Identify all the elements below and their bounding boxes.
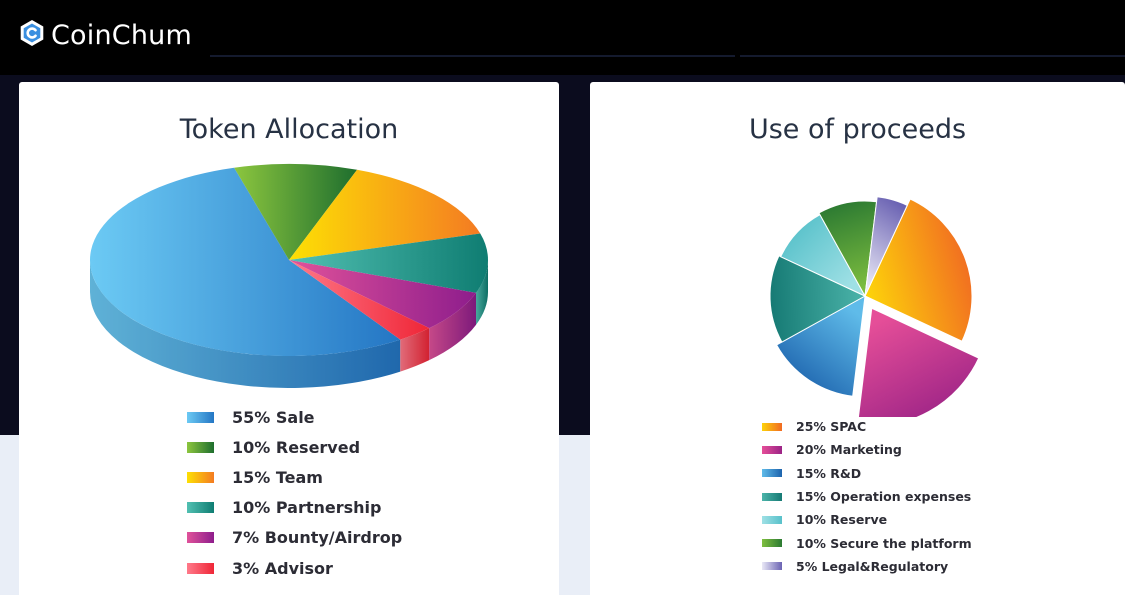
- legend-item: 20% Marketing: [762, 438, 972, 461]
- legend-item: 25% SPAC: [762, 415, 972, 438]
- pie-slice-10-reserved: [234, 164, 358, 260]
- token-allocation-pie-chart: [90, 164, 488, 388]
- pie-side-7-bounty-airdrop: [429, 292, 476, 361]
- pie-slice-10-partnership: [289, 233, 488, 293]
- pie-slice-15-team: [289, 169, 481, 260]
- legend-label: 7% Bounty/Airdrop: [232, 528, 403, 548]
- brand-name: CoinChum: [51, 19, 192, 51]
- pie-slice-25-spac: [864, 198, 973, 342]
- pie-slice-7-bounty-airdrop: [289, 260, 476, 329]
- legend-swatch: [187, 411, 214, 423]
- legend-swatch: [187, 562, 214, 574]
- pie-slices: [90, 164, 488, 356]
- pie-side-walls: [90, 260, 488, 388]
- brand-logo[interactable]: CoinChum: [18, 18, 192, 52]
- legend-item: 15% R&D: [762, 462, 972, 485]
- legend-label: 25% SPAC: [796, 419, 867, 435]
- legend-item: 3% Advisor: [187, 553, 402, 583]
- pie-slice-15-r-d: [775, 295, 866, 397]
- legend-swatch: [187, 471, 214, 483]
- legend-swatch: [762, 492, 782, 501]
- legend-item: 10% Partnership: [187, 493, 402, 523]
- pie-slices: [769, 196, 980, 417]
- legend-label: 10% Reserve: [796, 512, 888, 528]
- token-allocation-legend: 55% Sale 10% Reserved 15% Team 10% Partners…: [187, 402, 402, 583]
- legend-swatch: [762, 515, 782, 524]
- legend-label: 10% Partnership: [232, 498, 382, 518]
- legend-label: 55% Sale: [232, 407, 315, 427]
- pie-slice-55-sale: [90, 167, 401, 356]
- legend-swatch: [762, 422, 782, 431]
- legend-swatch: [187, 441, 214, 453]
- pie-side-10-partnership: [475, 260, 488, 325]
- legend-label: 10% Secure the platform: [796, 535, 972, 551]
- legend-label: 10% Reserved: [232, 437, 361, 457]
- coinchum-logo-icon: [18, 19, 46, 51]
- legend-label: 15% R&D: [796, 465, 862, 481]
- legend-swatch: [187, 502, 214, 514]
- legend-item: 10% Reserve: [762, 508, 972, 531]
- use-of-proceeds-legend: 25% SPAC 20% Marketing 15% R&D 15% Operatio…: [762, 415, 972, 578]
- pie-side-55-sale: [90, 260, 401, 388]
- legend-label: 5% Legal&Regulatory: [796, 558, 949, 574]
- use-of-proceeds-card: Use of proceeds 25% SPAC 20% Marketing 15%…: [590, 82, 1125, 595]
- legend-swatch: [187, 532, 214, 544]
- chart-title: Use of proceeds: [748, 114, 967, 145]
- pie-slice-5-legal-regulatory: [864, 196, 908, 297]
- legend-swatch: [762, 445, 782, 454]
- legend-item: 10% Secure the platform: [762, 531, 972, 554]
- legend-label: 3% Advisor: [232, 558, 333, 578]
- legend-item: 15% Team: [187, 462, 402, 492]
- pie-slice-15-operation-expenses: [769, 255, 867, 343]
- legend-swatch: [762, 562, 782, 571]
- legend-label: 15% Team: [232, 467, 323, 487]
- legend-item: 10% Reserved: [187, 432, 402, 462]
- legend-item: 5% Legal&Regulatory: [762, 555, 972, 578]
- pie-slice-3-advisor: [289, 260, 430, 340]
- chart-title: Token Allocation: [179, 114, 399, 145]
- header-divider: [740, 55, 1125, 57]
- top-bar: [0, 0, 1125, 75]
- legend-label: 20% Marketing: [796, 442, 902, 458]
- token-allocation-card: Token Allocation 55% Sale 10% Reserved 15%…: [19, 82, 559, 595]
- header-divider: [210, 55, 735, 57]
- legend-item: 55% Sale: [187, 402, 402, 432]
- legend-item: 7% Bounty/Airdrop: [187, 523, 402, 553]
- use-of-proceeds-pie-chart: [769, 196, 980, 417]
- legend-label: 15% Operation expenses: [796, 489, 972, 505]
- legend-swatch: [762, 469, 782, 478]
- pie-side-3-advisor: [400, 328, 430, 372]
- legend-item: 15% Operation expenses: [762, 485, 972, 508]
- pie-slice-20-marketing: [857, 307, 980, 417]
- legend-swatch: [762, 539, 782, 548]
